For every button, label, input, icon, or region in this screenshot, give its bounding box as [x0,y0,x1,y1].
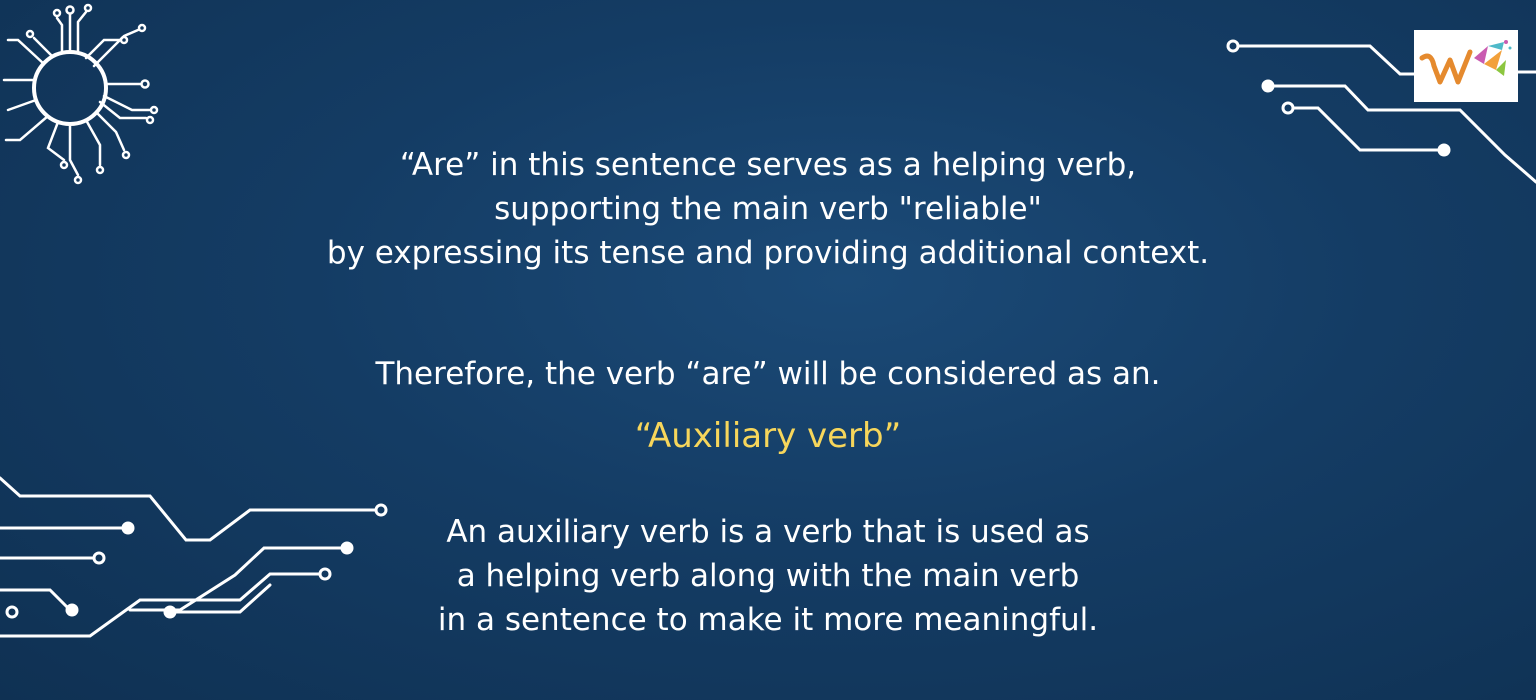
circuit-sun-icon [2,3,159,185]
explanation-line: supporting the main verb "reliable" [494,191,1042,227]
conclusion-text: Therefore, the verb “are” will be consid… [375,356,1161,392]
explanation-paragraph: “Are” in this sentence serves as a helpi… [0,143,1536,275]
brand-logo-icon [1419,40,1512,85]
circuit-lines-icon [0,476,388,638]
definition-line: a helping verb along with the main verb [456,558,1080,594]
highlight-term: “Auxiliary verb” [634,416,902,456]
definition-line: An auxiliary verb is a verb that is used… [446,514,1090,550]
explanation-line: by expressing its tense and providing ad… [326,235,1210,271]
circuit-lines-icon [1226,39,1536,184]
brand-logo [1414,30,1518,102]
definition-paragraph: An auxiliary verb is a verb that is used… [10,510,1526,642]
explanation-line: “Are” in this sentence serves as a helpi… [399,147,1137,183]
definition-line: in a sentence to make it more meaningful… [437,602,1099,638]
